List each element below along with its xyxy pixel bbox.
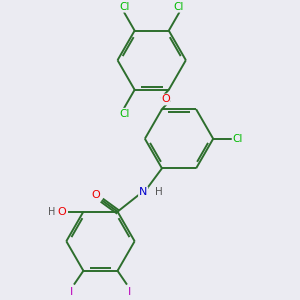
Text: H: H <box>155 187 162 197</box>
Text: Cl: Cl <box>119 2 130 12</box>
Text: Cl: Cl <box>119 109 130 119</box>
Text: I: I <box>70 287 73 297</box>
Text: Cl: Cl <box>232 134 243 144</box>
Text: I: I <box>128 287 131 297</box>
Text: O: O <box>161 94 170 104</box>
Text: O: O <box>58 207 67 217</box>
Text: O: O <box>91 190 100 200</box>
Text: Cl: Cl <box>174 2 184 12</box>
Text: N: N <box>139 187 147 197</box>
Text: H: H <box>48 207 55 217</box>
